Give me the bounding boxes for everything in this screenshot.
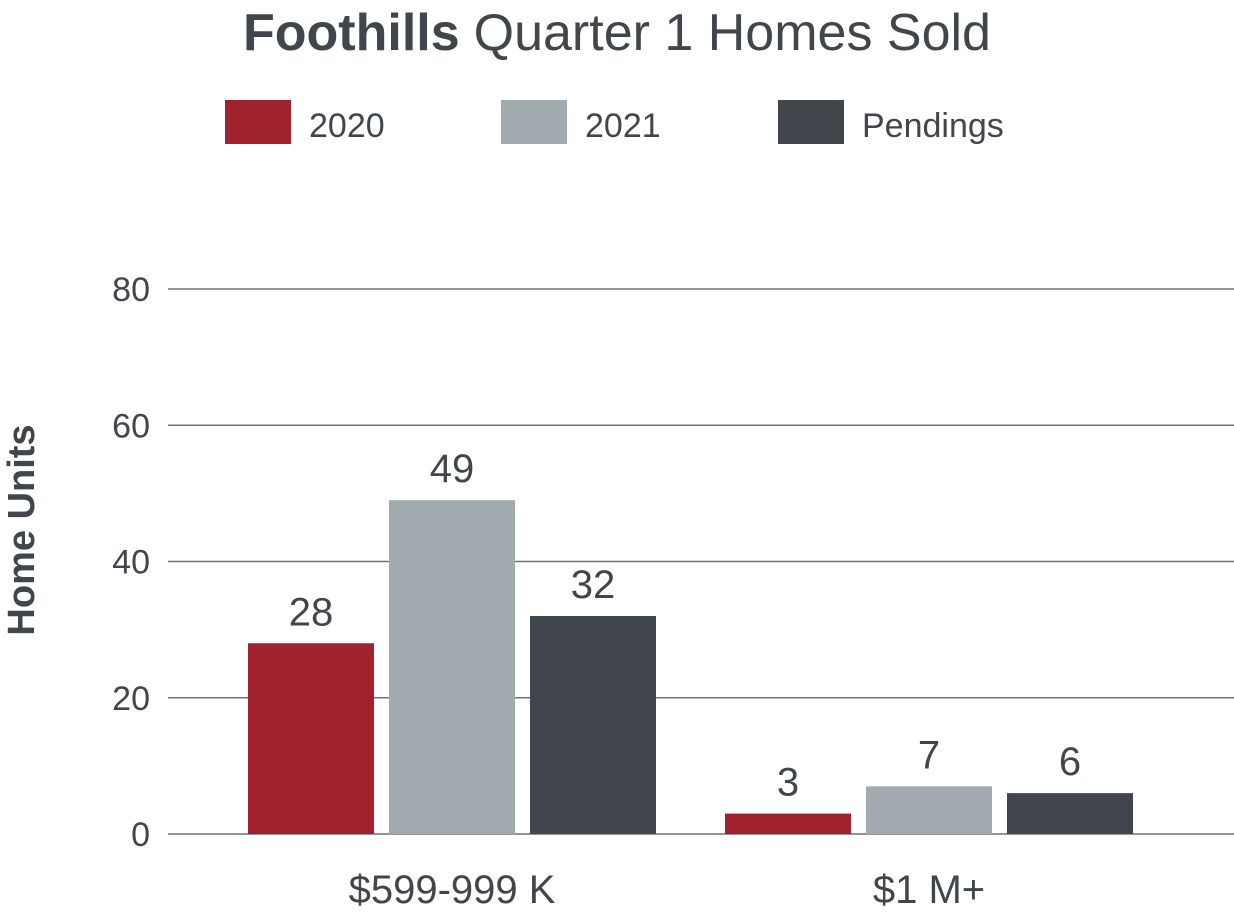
bar <box>389 500 515 834</box>
y-axis-ticks: 0 20 40 60 80 <box>112 271 150 854</box>
bar-value-labels: 28 49 32 3 7 6 <box>289 447 1081 804</box>
legend-label-pendings: Pendings <box>862 107 1004 145</box>
bar-value-label: 32 <box>571 563 616 607</box>
x-axis-ticks: $599-999 K $1 M+ <box>349 868 986 912</box>
chart-title-bold: Foothills <box>243 4 460 62</box>
legend-label-2020: 2020 <box>309 107 385 145</box>
chart-title: Foothills Quarter 1 Homes Sold <box>243 4 991 62</box>
bar-value-label: 6 <box>1059 740 1081 784</box>
legend: 2020 2021 Pendings <box>225 100 1004 145</box>
legend-swatch-2020 <box>225 100 291 144</box>
chart-title-rest: Quarter 1 Homes Sold <box>474 4 991 62</box>
y-tick-label: 0 <box>131 816 150 854</box>
y-tick-label: 20 <box>112 680 150 718</box>
legend-swatch-2021 <box>501 100 567 144</box>
y-tick-label: 40 <box>112 544 150 582</box>
bars <box>248 500 1133 834</box>
bar <box>530 616 656 834</box>
y-tick-label: 80 <box>112 271 150 309</box>
bar-value-label: 49 <box>430 447 475 491</box>
bar <box>725 813 851 834</box>
legend-label-2021: 2021 <box>585 107 661 145</box>
bar-value-label: 28 <box>289 590 334 634</box>
bar-value-label: 3 <box>777 761 799 805</box>
legend-swatch-pendings <box>778 100 844 144</box>
y-tick-label: 60 <box>112 407 150 445</box>
bar-value-label: 7 <box>918 733 940 777</box>
x-tick-label: $1 M+ <box>873 868 985 912</box>
x-tick-label: $599-999 K <box>349 868 556 912</box>
bar <box>866 786 992 834</box>
y-axis-label: Home Units <box>1 424 43 635</box>
bar <box>248 643 374 834</box>
bar <box>1007 793 1133 834</box>
